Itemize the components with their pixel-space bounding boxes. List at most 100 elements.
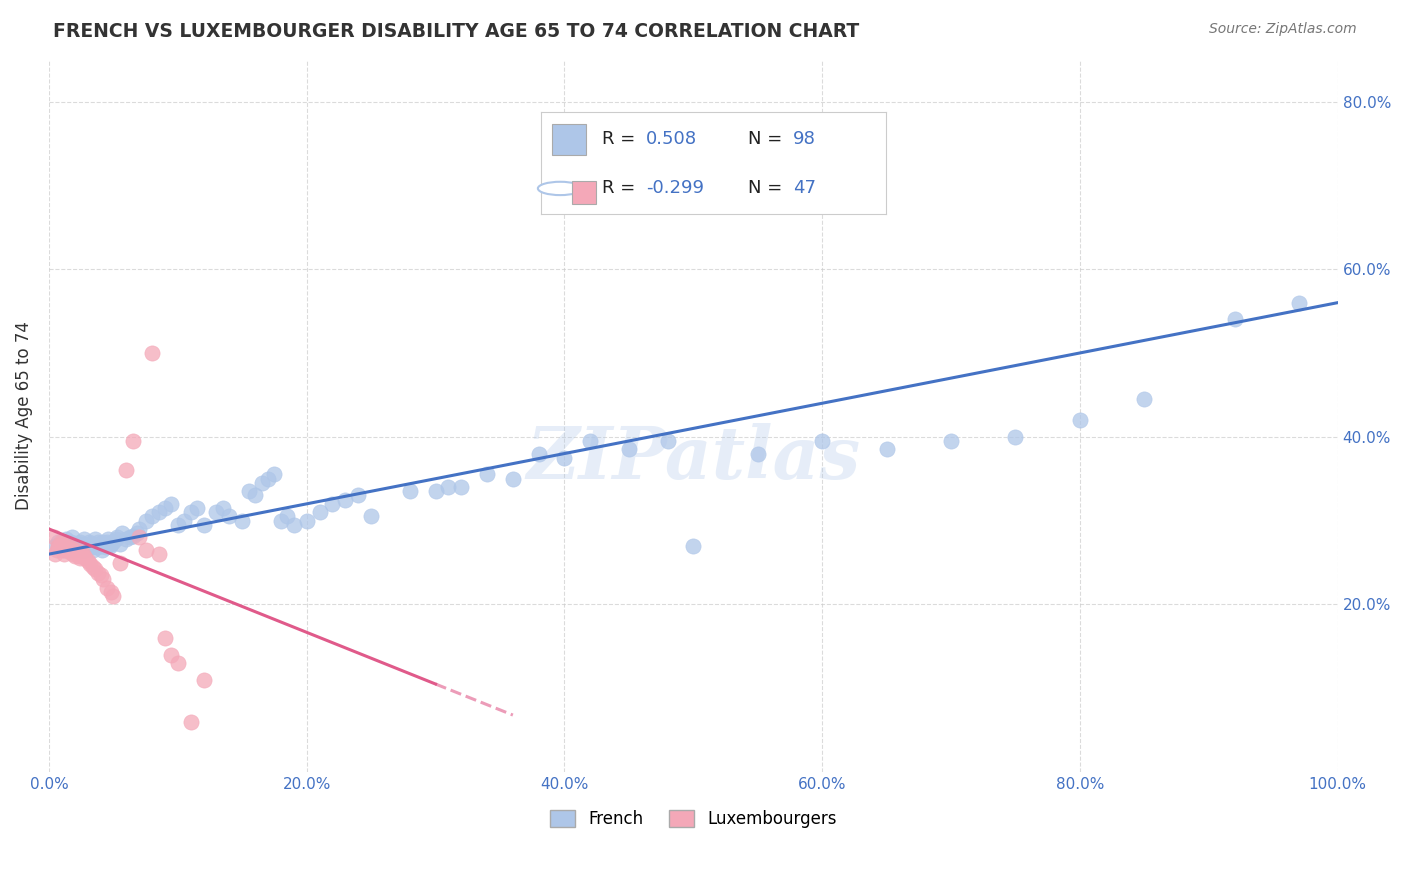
Text: -0.299: -0.299 — [647, 179, 704, 197]
Point — [153, 501, 176, 516]
Point — [67, 549, 90, 563]
Point — [60, 530, 83, 544]
Point — [128, 522, 150, 536]
Point — [46, 534, 69, 549]
Point — [193, 517, 215, 532]
Point — [160, 497, 183, 511]
Point — [617, 442, 640, 457]
Point — [1069, 413, 1091, 427]
Point — [70, 543, 93, 558]
Text: 98: 98 — [793, 130, 815, 148]
Point — [66, 545, 89, 559]
Point — [53, 547, 76, 561]
Text: 0.508: 0.508 — [647, 130, 697, 148]
Point — [73, 543, 96, 558]
Point — [87, 566, 110, 580]
Point — [335, 492, 357, 507]
Point — [100, 584, 122, 599]
Point — [72, 545, 94, 559]
FancyBboxPatch shape — [572, 181, 596, 204]
Point — [121, 529, 143, 543]
Point — [218, 509, 240, 524]
Point — [76, 541, 98, 555]
Point — [141, 346, 163, 360]
Point — [105, 530, 128, 544]
Point — [67, 541, 90, 555]
Point — [141, 509, 163, 524]
Point — [811, 434, 834, 448]
Point — [63, 549, 86, 563]
Point — [243, 488, 266, 502]
Point — [128, 530, 150, 544]
Point — [90, 543, 112, 558]
Point — [103, 589, 125, 603]
Point — [104, 532, 127, 546]
Point — [62, 543, 84, 558]
Point — [100, 537, 122, 551]
Point — [44, 547, 66, 561]
Point — [72, 537, 94, 551]
Point — [89, 568, 111, 582]
Point — [103, 534, 125, 549]
Point — [121, 434, 143, 448]
Point — [1223, 312, 1246, 326]
Point — [579, 434, 602, 448]
Point — [73, 532, 96, 546]
Point — [82, 559, 104, 574]
Point — [450, 480, 472, 494]
Point — [347, 488, 370, 502]
Point — [73, 551, 96, 566]
Point — [93, 537, 115, 551]
Point — [51, 541, 73, 555]
Point — [148, 505, 170, 519]
Point — [58, 545, 80, 559]
Point — [96, 581, 118, 595]
Point — [51, 537, 73, 551]
Point — [69, 551, 91, 566]
Point — [1288, 295, 1310, 310]
Point — [180, 714, 202, 729]
Point — [115, 463, 138, 477]
Text: 47: 47 — [793, 179, 815, 197]
Point — [1004, 430, 1026, 444]
Y-axis label: Disability Age 65 to 74: Disability Age 65 to 74 — [15, 321, 32, 510]
Point — [56, 537, 79, 551]
Point — [58, 541, 80, 555]
Point — [84, 562, 107, 576]
Point — [89, 537, 111, 551]
Point — [62, 547, 84, 561]
Point — [193, 673, 215, 687]
Point — [53, 543, 76, 558]
Point — [52, 543, 75, 558]
Point — [747, 446, 769, 460]
Point — [59, 541, 82, 555]
Point — [250, 475, 273, 490]
Text: N =: N = — [748, 130, 787, 148]
Point — [398, 484, 420, 499]
Point — [49, 534, 72, 549]
Point — [65, 543, 87, 558]
Point — [502, 472, 524, 486]
Point — [84, 532, 107, 546]
Point — [96, 534, 118, 549]
Point — [308, 505, 330, 519]
Point — [77, 534, 100, 549]
Point — [166, 517, 188, 532]
Point — [55, 541, 77, 555]
Point — [45, 543, 67, 558]
Point — [49, 537, 72, 551]
Point — [939, 434, 962, 448]
Point — [876, 442, 898, 457]
Point — [86, 541, 108, 555]
Point — [80, 541, 103, 555]
Point — [120, 530, 142, 544]
Point — [42, 530, 65, 544]
Point — [79, 537, 101, 551]
Point — [69, 534, 91, 549]
Point — [1133, 392, 1156, 406]
Point — [425, 484, 447, 499]
Point — [186, 501, 208, 516]
Point — [91, 534, 114, 549]
Point — [148, 547, 170, 561]
Point — [97, 532, 120, 546]
